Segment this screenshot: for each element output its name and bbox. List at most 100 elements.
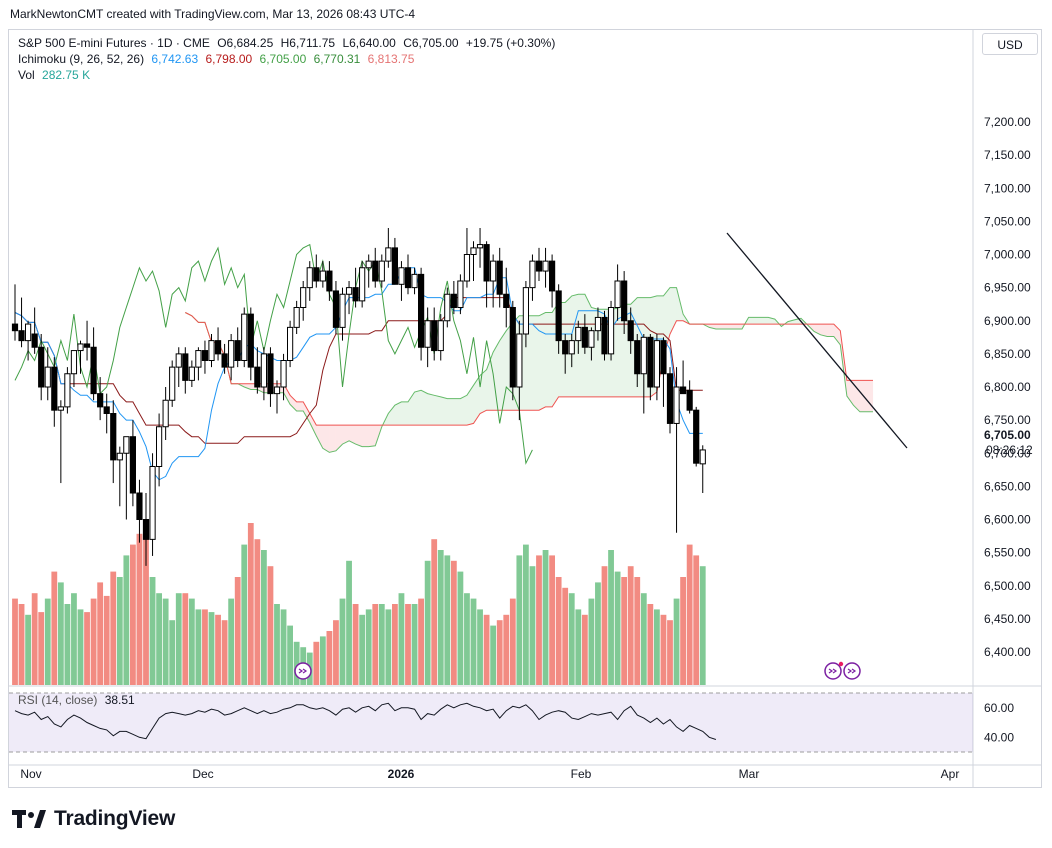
candle-body [398, 267, 405, 285]
volume-bar [614, 571, 621, 685]
volume-bar [261, 550, 267, 685]
volume-bar [202, 609, 208, 685]
volume-bar [536, 555, 542, 685]
price-tick-label: 6,500.00 [984, 579, 1031, 593]
candle-body [581, 326, 588, 348]
volume-bar [398, 593, 405, 685]
candle [444, 287, 451, 328]
candle-body [214, 340, 222, 355]
candle [267, 347, 274, 407]
volume-bar [634, 577, 641, 685]
candle [25, 320, 32, 361]
candle [490, 254, 497, 308]
candle [195, 347, 202, 381]
last-price-label: 6,705.00 [984, 428, 1031, 442]
candle-body [129, 436, 137, 494]
candle-body [529, 260, 536, 289]
tradingview-logo-text: TradingView [54, 807, 176, 830]
cloud-segment [722, 324, 729, 330]
candle [686, 380, 693, 414]
ichimoku-label[interactable]: Ichimoku (9, 26, 52, 26) [18, 52, 145, 66]
volume-label[interactable]: Vol [18, 68, 35, 82]
rsi-label[interactable]: RSI (14, close) [18, 693, 98, 707]
candle [634, 334, 641, 387]
cloud-segment [316, 425, 323, 449]
candle [345, 281, 353, 315]
volume-bar [549, 555, 555, 685]
candle [90, 327, 97, 401]
volume-bar [71, 593, 77, 685]
candle-body [647, 336, 654, 388]
candle [607, 300, 615, 361]
cloud-segment [728, 324, 736, 330]
chart-area[interactable]: 7,200.00 7,150.00 7,100.00 7,050.00 7,000.00… [9, 30, 1041, 787]
volume-bar [280, 609, 287, 685]
candle-body [444, 293, 451, 322]
candle [673, 367, 680, 533]
candle [51, 357, 58, 427]
candle-body [588, 330, 595, 348]
volume-bar [372, 604, 379, 685]
candle [418, 267, 425, 361]
candle [228, 334, 235, 381]
price-tick-label: 7,000.00 [984, 248, 1031, 262]
volume-bar [123, 555, 130, 685]
candle-body [70, 350, 78, 375]
volume-bar [496, 620, 503, 685]
currency-button[interactable]: USD [982, 33, 1038, 55]
candle [640, 334, 647, 414]
cloud-segment [322, 425, 330, 453]
candle-body [44, 366, 51, 388]
volume-bar [464, 593, 470, 685]
cloud-segment [473, 375, 481, 424]
price-tick-label: 6,650.00 [984, 479, 1031, 493]
candle-body [476, 244, 484, 249]
candle [103, 393, 110, 434]
candle-body [273, 386, 281, 395]
candle-body [365, 260, 372, 269]
cloud-segment [617, 304, 625, 397]
candle [398, 261, 405, 301]
price-tick-label: 6,900.00 [984, 314, 1031, 328]
symbol-legend[interactable]: S&P 500 E-mini Futures · 1D · CME O6,684… [18, 36, 559, 50]
volume-bar [352, 604, 359, 685]
candle [136, 479, 143, 543]
price-tick-label: 6,800.00 [984, 380, 1031, 394]
candle [470, 241, 477, 281]
ichimoku-legend[interactable]: Ichimoku (9, 26, 52, 26) 6,742.63 6,798.… [18, 52, 418, 66]
candle-body [57, 406, 64, 411]
volume-bar [588, 598, 595, 685]
candle-body [345, 287, 353, 295]
candle-body [339, 293, 346, 328]
candle [116, 446, 123, 507]
rsi-legend[interactable]: RSI (14, close) 38.51 [18, 693, 139, 707]
symbol-name[interactable]: S&P 500 E-mini Futures · 1D · CME [18, 36, 210, 50]
cloud-segment [434, 395, 441, 426]
volume-bar [234, 577, 241, 685]
candle-body [372, 260, 379, 282]
volume-legend[interactable]: Vol 282.75 K [18, 68, 94, 82]
volume-bar [84, 612, 90, 685]
candle [156, 413, 163, 487]
volume-bar [195, 609, 202, 685]
candle-body [490, 260, 497, 282]
volume-bar [581, 614, 588, 685]
candle-body [542, 260, 549, 272]
candle [123, 436, 130, 520]
tradingview-logo[interactable]: TradingView [12, 806, 175, 832]
cloud-segment [388, 405, 395, 426]
trendline-annotation [726, 232, 908, 449]
candle [378, 254, 385, 288]
candle-body [483, 244, 490, 282]
candle [431, 307, 438, 361]
candle [516, 320, 523, 421]
cloud-segment [303, 401, 310, 423]
candle [293, 300, 300, 334]
candle-body [424, 320, 431, 348]
candle-body [97, 393, 104, 408]
candle [647, 334, 654, 401]
candle-body [411, 273, 418, 289]
volume-bar [110, 571, 117, 685]
volume-bars [12, 523, 706, 685]
volume-bar [103, 595, 110, 685]
